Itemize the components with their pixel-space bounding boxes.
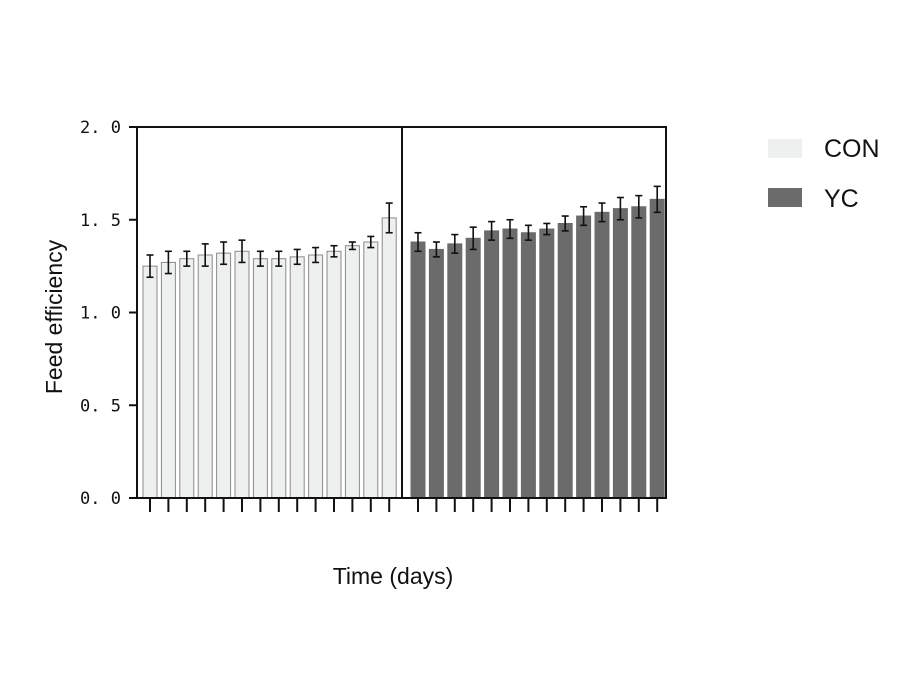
bar-yc — [576, 215, 592, 499]
bar-yc — [465, 237, 481, 499]
bar-con — [308, 254, 324, 499]
bar-con — [197, 254, 213, 499]
bar-con — [381, 217, 397, 499]
bar-yc — [539, 228, 555, 499]
bar-yc — [484, 230, 500, 499]
bar-yc — [520, 232, 536, 499]
bar-yc — [612, 208, 628, 499]
y-tick-label: 1. 0 — [80, 304, 121, 324]
y-axis: 0. 0 0. 5 1. 0 1. 5 2. 0 — [80, 118, 137, 509]
y-tick-label: 0. 0 — [80, 489, 121, 509]
bar-yc — [594, 211, 610, 499]
legend-swatch-yc — [768, 188, 802, 207]
bar-con — [234, 250, 250, 499]
y-axis-title: Feed efficiency — [41, 239, 67, 394]
bar-yc — [447, 243, 463, 499]
legend-label-con: CON — [824, 135, 880, 163]
legend-swatch-con — [768, 139, 802, 158]
y-tick-label: 1. 5 — [80, 211, 121, 231]
bar-yc — [428, 248, 444, 499]
bar-yc — [631, 206, 647, 499]
bar-con — [363, 241, 379, 499]
bar-con — [160, 261, 176, 499]
bar-con — [344, 245, 360, 499]
bar-con — [326, 250, 342, 499]
y-tick-label: 0. 5 — [80, 396, 121, 416]
x-axis-ticks — [149, 498, 659, 512]
bar-con — [216, 252, 232, 499]
bar-yc — [502, 228, 518, 499]
x-axis-title: Time (days) — [333, 563, 454, 589]
bar-yc — [649, 198, 665, 499]
bar-con — [271, 258, 287, 499]
legend-label-yc: YC — [824, 185, 859, 213]
bar-con — [179, 258, 195, 499]
bar-con — [142, 265, 158, 499]
bar-con — [252, 258, 268, 499]
bar-yc — [410, 241, 426, 499]
bar-marks — [142, 185, 665, 499]
legend: CON YC — [768, 135, 880, 213]
bar-con — [289, 256, 305, 499]
bar-yc — [557, 222, 573, 499]
y-tick-label: 2. 0 — [80, 118, 121, 138]
